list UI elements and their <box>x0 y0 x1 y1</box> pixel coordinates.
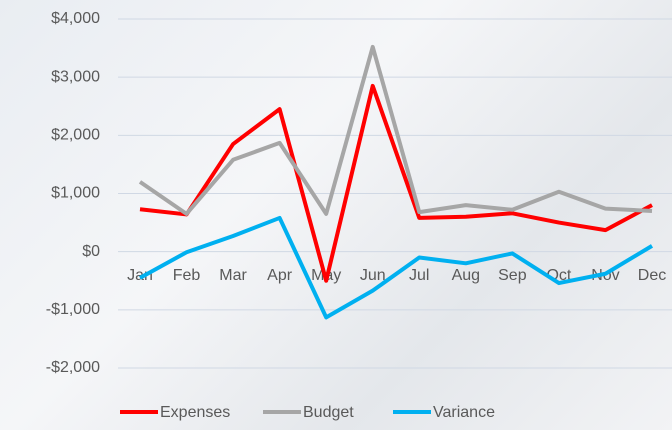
y-tick-label: $1,000 <box>51 185 100 202</box>
series-line <box>140 218 652 317</box>
y-tick-label: $0 <box>82 243 100 260</box>
x-tick-label: Mar <box>219 267 247 284</box>
y-tick-label: -$2,000 <box>46 359 100 376</box>
x-tick-label: Dec <box>638 267 666 284</box>
chart: -$2,000 -$1,000 $0 $1,000 $2,000 $3,000 $4,000… <box>0 0 672 430</box>
y-tick-label: $4,000 <box>51 10 100 27</box>
legend-label: Budget <box>303 404 354 421</box>
x-tick-label: Apr <box>267 267 293 284</box>
x-tick-label: Jun <box>360 267 386 284</box>
x-tick-label: Jul <box>409 267 429 284</box>
x-tick-label: Jan <box>127 267 153 284</box>
y-tick-label: $3,000 <box>51 68 100 85</box>
series-line <box>140 47 652 214</box>
y-tick-label: -$1,000 <box>46 301 100 318</box>
x-tick-label: Sep <box>498 267 527 284</box>
y-tick-label: $2,000 <box>51 127 100 144</box>
legend-label: Variance <box>433 404 495 421</box>
legend-label: Expenses <box>160 404 230 421</box>
x-tick-label: Aug <box>452 267 480 284</box>
x-tick-label: Feb <box>173 267 201 284</box>
